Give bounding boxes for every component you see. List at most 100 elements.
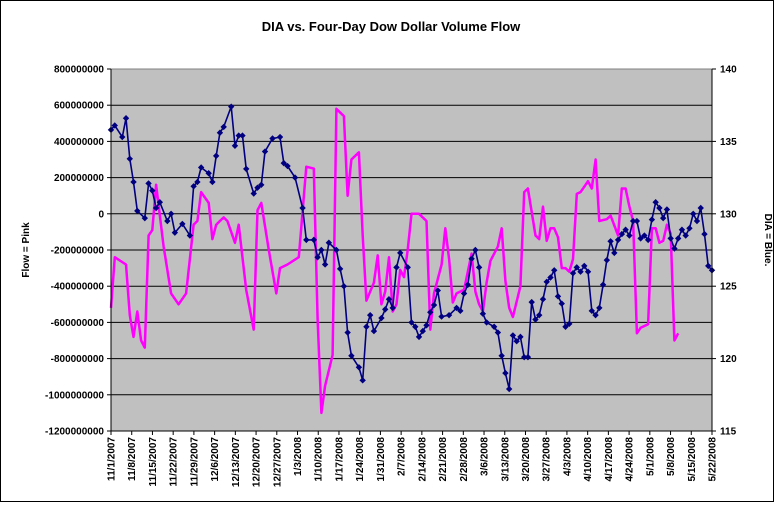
dia-point	[588, 307, 595, 315]
dia-point	[122, 115, 130, 122]
dia-point	[318, 246, 325, 254]
dia-point	[269, 135, 276, 142]
x-tick-label: 2/14/2008	[417, 437, 428, 482]
dia-point	[134, 207, 141, 215]
dia-point	[483, 319, 490, 326]
dia-point	[517, 333, 524, 341]
series-layer	[107, 103, 716, 415]
dia-point	[592, 311, 599, 319]
x-tick-label: 2/7/2008	[397, 437, 408, 476]
dia-point	[261, 148, 269, 155]
dia-point	[562, 323, 569, 330]
dia-point	[126, 155, 133, 162]
dia-point	[652, 199, 659, 206]
dia-point	[445, 311, 453, 319]
y-left-tick-label: -400000000	[51, 282, 105, 293]
dia-point	[243, 165, 250, 173]
dia-point	[397, 249, 404, 257]
dia-point	[194, 178, 201, 186]
dia-point	[186, 232, 194, 239]
dia-point	[607, 238, 614, 245]
dia-point	[209, 178, 216, 186]
x-tick-label: 3/20/2008	[521, 437, 532, 482]
dia-point	[453, 304, 460, 312]
dia-point	[250, 190, 257, 197]
dia-point	[385, 296, 393, 303]
dia-point	[596, 304, 603, 312]
x-tick-label: 12/20/2007	[252, 437, 263, 487]
dia-point	[468, 255, 475, 262]
dia-point	[427, 309, 434, 316]
y-right-tick-label: 125	[720, 282, 737, 293]
dia-point	[644, 236, 652, 244]
dia-point	[524, 353, 532, 361]
dia-point	[573, 264, 580, 271]
grid-layer	[111, 104, 712, 396]
dia-point	[633, 217, 641, 225]
dia-point	[479, 310, 487, 317]
dia-point	[231, 142, 239, 149]
dia-point	[119, 133, 126, 141]
x-tick-label: 5/15/2008	[687, 437, 698, 482]
dia-point	[667, 235, 674, 242]
dia-point	[299, 204, 306, 212]
y-left-tick-label: 400000000	[54, 137, 104, 148]
dia-point	[629, 217, 637, 225]
dia-point	[276, 133, 284, 141]
dia-point	[197, 164, 205, 171]
dia-point	[389, 304, 396, 312]
dia-point	[291, 174, 299, 181]
y-left-tick-label: -200000000	[51, 246, 105, 257]
dia-point	[505, 385, 513, 393]
dia-point	[460, 290, 468, 297]
x-tick-label: 5/8/2008	[666, 437, 677, 476]
dia-point	[171, 229, 179, 236]
dia-point	[340, 283, 348, 290]
dia-point	[382, 306, 389, 313]
x-tick-label: 11/1/2007	[107, 437, 118, 481]
dia-point	[212, 152, 220, 160]
x-tick-label: 4/10/2008	[583, 437, 594, 482]
dia-point	[682, 232, 689, 239]
chart-title: DIA vs. Four-Day Dow Dollar Volume Flow	[262, 19, 521, 34]
dia-point	[472, 246, 479, 254]
dia-point	[333, 246, 340, 254]
y-left-tick-label: 600000000	[54, 101, 104, 112]
dia-point	[355, 364, 363, 371]
dia-point	[475, 264, 483, 271]
dia-point	[566, 320, 573, 328]
dia-point	[359, 377, 366, 384]
dia-point	[321, 261, 329, 268]
dia-point	[228, 103, 235, 110]
x-tick-label: 12/27/2007	[272, 437, 283, 487]
x-tick-label: 4/17/2008	[604, 437, 615, 482]
dia-point	[641, 232, 648, 239]
x-tick-label: 11/8/2007	[127, 437, 138, 481]
dia-point	[419, 327, 426, 335]
y-left-tick-label: -600000000	[51, 318, 105, 329]
y-right-tick-label: 140	[720, 65, 737, 76]
dia-point	[626, 232, 633, 239]
dia-point	[164, 217, 171, 225]
x-tick-label: 11/22/2007	[169, 437, 180, 487]
x-tick-label: 5/22/2008	[708, 437, 719, 482]
dia-point	[366, 311, 374, 319]
dia-point	[494, 329, 502, 336]
y-right-tick-label: 115	[720, 427, 737, 438]
dia-point	[190, 183, 197, 190]
x-tick-label: 1/3/2008	[293, 437, 304, 476]
dia-point	[502, 369, 509, 377]
dia-point	[348, 352, 355, 359]
dia-point	[547, 274, 554, 281]
dia-point	[314, 254, 321, 261]
dia-point	[344, 329, 351, 336]
dia-point	[539, 296, 547, 303]
dia-point	[130, 178, 137, 186]
dia-point	[239, 132, 246, 139]
x-tick-label: 3/13/2008	[500, 437, 511, 482]
dia-point	[705, 262, 712, 270]
dia-point	[430, 301, 438, 309]
x-tick-label: 2/21/2008	[438, 437, 449, 482]
dia-point	[179, 220, 186, 228]
